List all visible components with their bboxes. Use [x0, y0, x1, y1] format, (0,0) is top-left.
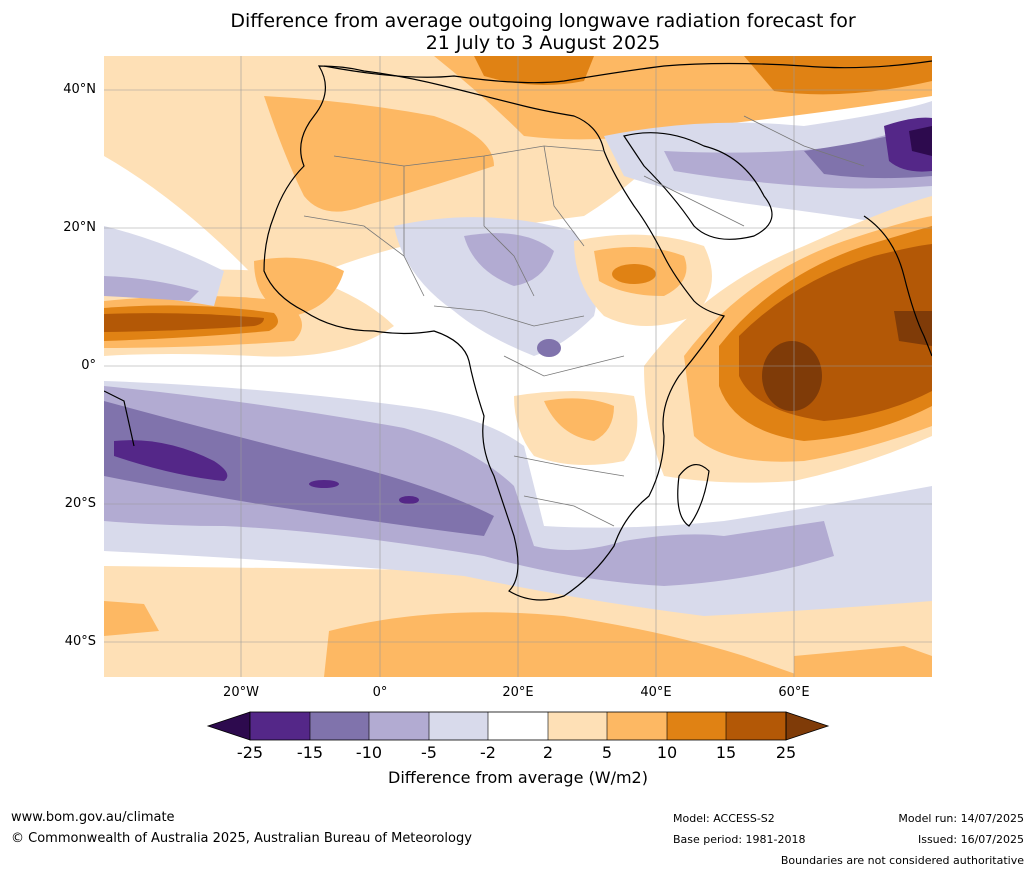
- website-link[interactable]: www.bom.gov.au/climate: [11, 810, 175, 825]
- colorbar-label: -5: [421, 743, 437, 762]
- anomaly-region-south-orange: [324, 612, 804, 677]
- lat-label-20n: 20°N: [63, 220, 96, 235]
- colorbar-extend-high: [785, 711, 830, 741]
- colorbar-label: -2: [480, 743, 496, 762]
- anomaly-region-india-dark-brown: [894, 311, 932, 346]
- model-run-text: Model run: 14/07/2025: [898, 812, 1024, 825]
- lon-label-0: 0°: [372, 685, 388, 700]
- colorbar-bin-2: [310, 712, 369, 740]
- map-title: Difference from average outgoing longwav…: [104, 10, 982, 54]
- colorbar-title: Difference from average (W/m2): [388, 768, 648, 787]
- colorbar-bin-5: [488, 712, 548, 740]
- lat-label-0: 0°: [81, 358, 96, 373]
- anomaly-region-atlantic-brown: [104, 313, 264, 332]
- colorbar-label: 10: [656, 743, 678, 762]
- lon-label-20e: 20°E: [502, 685, 534, 700]
- colorbar-label: 15: [715, 743, 737, 762]
- anomaly-region-north-atlantic-light-purple: [104, 276, 199, 301]
- colorbar-bin-7: [607, 712, 667, 740]
- colorbar-bin-8: [667, 712, 726, 740]
- colorbar-bin-1: [250, 712, 310, 740]
- anomaly-region-horn-deep-orange: [612, 264, 656, 284]
- colorbar-label: -15: [296, 743, 324, 762]
- lat-label-40n: 40°N: [63, 82, 96, 97]
- anomaly-region-south-light-purple: [104, 386, 834, 586]
- colorbar-label: 25: [775, 743, 797, 762]
- anomaly-region-south-orange-west: [104, 601, 159, 636]
- base-period-text: Base period: 1981-2018: [673, 833, 806, 846]
- country-boundaries: [303, 115, 865, 527]
- anomaly-region-south-dark-purple: [114, 440, 228, 481]
- issued-text: Issued: 16/07/2025: [917, 833, 1024, 846]
- model-text: Model: ACCESS-S2: [673, 812, 775, 825]
- lat-label-20s: 20°S: [64, 496, 96, 511]
- lon-label-20w: 20°W: [223, 685, 259, 700]
- anomaly-region-congo-mid-purple: [537, 339, 561, 357]
- colorbar-label: -25: [236, 743, 264, 762]
- anomaly-region-indian-ocean-dark-brown: [762, 341, 822, 411]
- anomaly-region-south-dark-purple-small-2: [399, 496, 419, 504]
- anomaly-region-central-africa-light-purple: [464, 233, 554, 286]
- colorbar-extend-low: [206, 711, 251, 741]
- copyright-text: © Commonwealth of Australia 2025, Austra…: [11, 831, 472, 846]
- disclaimer-text: Boundaries are not considered authoritat…: [780, 854, 1024, 867]
- anomaly-region-south-orange-east: [794, 646, 932, 677]
- lon-label-60e: 60°E: [778, 685, 810, 700]
- colorbar-bin-9: [726, 712, 786, 740]
- anomaly-region-north-deep-orange-med: [474, 56, 594, 85]
- title-line-2: 21 July to 3 August 2025: [425, 32, 661, 54]
- colorbar: [206, 711, 830, 741]
- title-line-1: Difference from average outgoing longwav…: [230, 10, 856, 32]
- colorbar-label: -10: [355, 743, 383, 762]
- graticule: [104, 56, 932, 677]
- lon-label-40e: 40°E: [640, 685, 672, 700]
- colorbar-bin-6: [548, 712, 607, 740]
- anomaly-region-south-mid-purple: [104, 401, 494, 536]
- anomaly-region-persia-darkest-purple: [909, 126, 932, 156]
- colorbar-label: 5: [601, 743, 613, 762]
- colorbar-bin-4: [429, 712, 488, 740]
- anomaly-region-north-orange: [264, 96, 494, 212]
- anomaly-region-southern-africa-orange: [544, 398, 614, 441]
- colorbar-bin-3: [369, 712, 429, 740]
- coastlines: [104, 60, 932, 601]
- colorbar-label: 2: [542, 743, 554, 762]
- olr-anomaly-map: [104, 56, 932, 677]
- anomaly-region-south-dark-purple-small-1: [309, 480, 339, 488]
- anomaly-region-west-africa-orange: [254, 257, 344, 316]
- lat-label-40s: 40°S: [64, 634, 96, 649]
